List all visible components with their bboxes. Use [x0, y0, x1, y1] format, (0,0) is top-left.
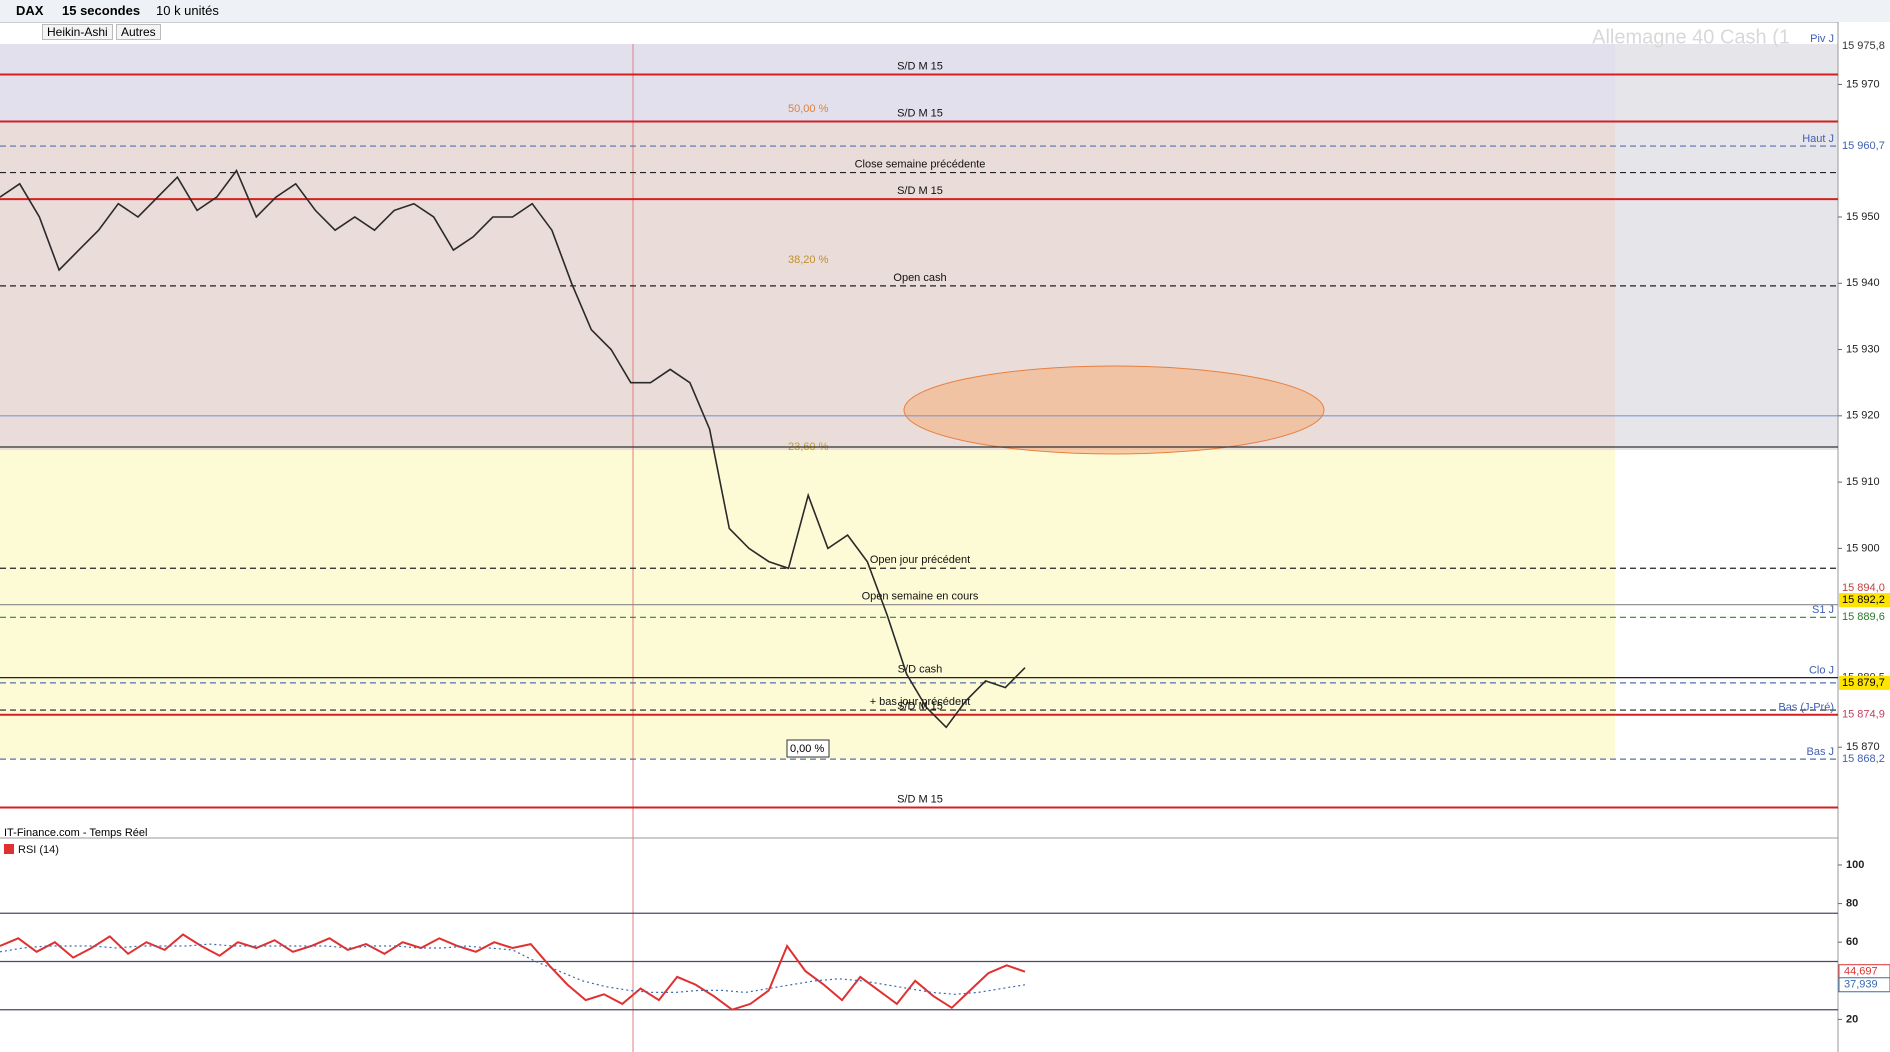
- y-tick-label: 60: [1846, 936, 1858, 948]
- level-tag: Bas (J-Pré): [1778, 702, 1834, 714]
- price-tag: 15 879,7: [1842, 677, 1885, 689]
- y-tick-label: 15 970: [1846, 78, 1880, 90]
- level-tag: S1 J: [1812, 604, 1834, 616]
- level-tag: Piv J: [1810, 33, 1834, 45]
- price-tag-bg: [1839, 139, 1890, 154]
- price-tag-bg: [1839, 38, 1890, 53]
- value-tag: 44,697: [1844, 966, 1878, 978]
- level-label: + bas jour précédent: [870, 696, 971, 708]
- price-tag: 15 868,2: [1842, 753, 1885, 765]
- series-line: [0, 933, 1026, 1011]
- price-tag: 15 975,8: [1842, 40, 1885, 52]
- y-tick-label: 15 950: [1846, 211, 1880, 223]
- level-label: Open semaine en cours: [862, 591, 979, 603]
- level-label: S/D M 15: [897, 107, 943, 119]
- y-tick-label: 80: [1846, 897, 1858, 909]
- size-select[interactable]: 10 k unités: [156, 3, 219, 18]
- fib-box: [786, 739, 830, 758]
- fib-label: 38,20 %: [788, 254, 829, 266]
- level-label: Open cash: [893, 272, 946, 284]
- level-tag: Clo J: [1809, 665, 1834, 677]
- price-tag-bg: [1839, 675, 1890, 690]
- series-line: [0, 169, 1026, 729]
- price-tag-bg: [1839, 610, 1890, 625]
- y-tick-label: 15 930: [1846, 343, 1880, 355]
- y-tick-label: 15 900: [1846, 542, 1880, 554]
- legend-swatch: [4, 844, 14, 854]
- level-tag: Bas J: [1806, 746, 1834, 758]
- level-label: S/D cash: [898, 664, 943, 676]
- series-line: [0, 943, 1026, 995]
- level-label: Open jour précédent: [870, 554, 970, 566]
- others-button[interactable]: Autres: [116, 24, 161, 40]
- y-tick-label: 15 910: [1846, 476, 1880, 488]
- axis-bg: [1838, 22, 1890, 1052]
- toolbar-2: Heikin-Ashi Autres: [0, 23, 1890, 41]
- legend-entry: RSI (14): [18, 844, 59, 856]
- fib-label: 0,00 %: [790, 743, 824, 755]
- value-tag-bg: [1838, 977, 1890, 993]
- price-tag-bg: [1839, 593, 1890, 608]
- price-tag: 15 874,9: [1842, 709, 1885, 721]
- level-tag: Haut J: [1802, 133, 1834, 145]
- price-tag-bg: [1839, 707, 1890, 722]
- price-tag: 15 892,2: [1842, 594, 1885, 606]
- price-tag: 15 894,0: [1842, 582, 1885, 594]
- y-tick-label: 100: [1846, 859, 1864, 871]
- fib-label: 50,00 %: [788, 103, 829, 115]
- zone-ellipse: [903, 365, 1325, 455]
- price-tag: 15 960,7: [1842, 140, 1885, 152]
- watermark: Allemagne 40 Cash (1: [1592, 26, 1790, 48]
- zone: [0, 44, 1615, 124]
- y-tick-label: 15 940: [1846, 277, 1880, 289]
- y-tick-label: 15 870: [1846, 741, 1880, 753]
- zone: [1615, 44, 1838, 450]
- level-label: S/D M 15: [897, 793, 943, 805]
- symbol-select[interactable]: DAX: [16, 3, 44, 18]
- price-tag-bg: [1839, 581, 1890, 596]
- source: IT-Finance.com - Temps Réel: [4, 827, 147, 839]
- level-label: S/D M 15: [897, 60, 943, 72]
- y-tick-label: 15 920: [1846, 410, 1880, 422]
- interval-select[interactable]: 15 secondes: [62, 3, 141, 18]
- level-label: S/D M 15: [897, 185, 943, 197]
- chart-style[interactable]: Heikin-Ashi: [42, 24, 113, 40]
- level-label: S/D M 15: [897, 701, 943, 713]
- price-tag: 15 889,6: [1842, 611, 1885, 623]
- value-tag: 37,939: [1844, 979, 1878, 991]
- price-tag-bg: [1839, 752, 1890, 767]
- y-tick-label: 20: [1846, 1013, 1858, 1025]
- level-label: Close semaine précédente: [855, 158, 986, 170]
- toolbar: DAX 15 secondes 10 k unités: [0, 0, 1890, 23]
